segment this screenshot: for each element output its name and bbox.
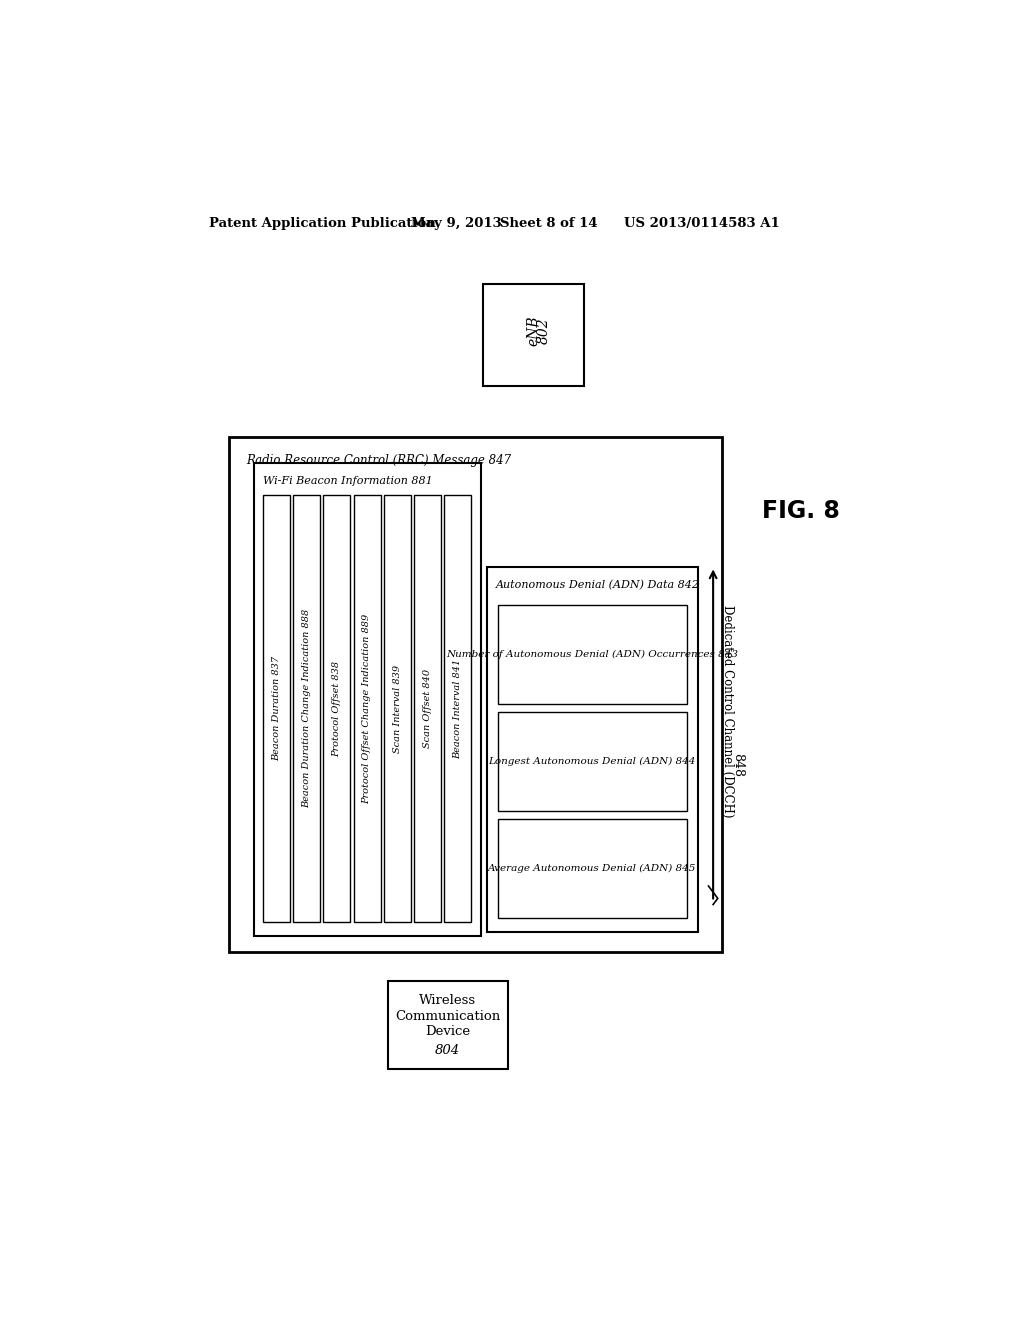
Text: Patent Application Publication: Patent Application Publication: [209, 218, 436, 231]
Text: 804: 804: [435, 1044, 460, 1056]
Bar: [498, 711, 687, 812]
Text: FIG. 8: FIG. 8: [762, 499, 840, 523]
Text: Wi-Fi Beacon Information 881: Wi-Fi Beacon Information 881: [263, 477, 432, 486]
Text: 802: 802: [538, 317, 551, 343]
Text: Beacon Interval 841: Beacon Interval 841: [454, 659, 462, 759]
Bar: [388, 981, 508, 1069]
Text: Dedicated Control Channel (DCCH): Dedicated Control Channel (DCCH): [721, 605, 733, 817]
Text: Beacon Duration Change Indication 888: Beacon Duration Change Indication 888: [302, 609, 311, 808]
Text: Protocol Offset Change Indication 889: Protocol Offset Change Indication 889: [362, 614, 372, 804]
Bar: [263, 495, 290, 923]
Text: 848: 848: [731, 752, 744, 776]
Text: May 9, 2013: May 9, 2013: [411, 218, 502, 231]
Bar: [414, 495, 441, 923]
Bar: [486, 566, 697, 932]
Bar: [444, 495, 471, 923]
Text: US 2013/0114583 A1: US 2013/0114583 A1: [624, 218, 779, 231]
Bar: [324, 495, 350, 923]
Bar: [293, 495, 321, 923]
Text: Longest Autonomous Denial (ADN) 844: Longest Autonomous Denial (ADN) 844: [488, 758, 696, 766]
Text: Radio Resource Control (RRC) Message 847: Radio Resource Control (RRC) Message 847: [246, 454, 511, 467]
Text: eNB: eNB: [526, 315, 541, 346]
Text: Autonomous Denial (ADN) Data 842: Autonomous Denial (ADN) Data 842: [496, 581, 700, 590]
Text: Protocol Offset 838: Protocol Offset 838: [333, 660, 341, 756]
Text: Scan Interval 839: Scan Interval 839: [393, 664, 401, 752]
Text: Wireless: Wireless: [419, 994, 476, 1007]
Bar: [498, 605, 687, 705]
Text: Scan Offset 840: Scan Offset 840: [423, 669, 432, 748]
Bar: [228, 437, 722, 952]
Bar: [353, 495, 381, 923]
Text: Sheet 8 of 14: Sheet 8 of 14: [500, 218, 598, 231]
Bar: [483, 284, 584, 387]
Text: Device: Device: [425, 1026, 470, 1038]
Bar: [498, 818, 687, 919]
Text: Number of Autonomous Denial (ADN) Occurrences 843: Number of Autonomous Denial (ADN) Occurr…: [446, 651, 738, 659]
Text: Communication: Communication: [395, 1010, 501, 1023]
Bar: [384, 495, 411, 923]
Text: Beacon Duration 837: Beacon Duration 837: [272, 656, 281, 762]
Text: Average Autonomous Denial (ADN) 845: Average Autonomous Denial (ADN) 845: [488, 865, 696, 874]
Bar: [254, 462, 480, 936]
